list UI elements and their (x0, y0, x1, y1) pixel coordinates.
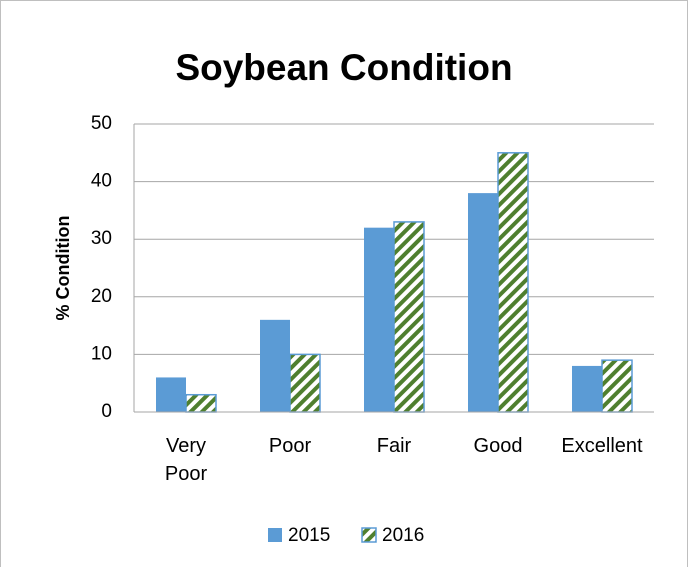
y-tick-label: 10 (91, 343, 112, 364)
bar (572, 365, 602, 412)
y-tick-label: 40 (91, 171, 112, 192)
legend-swatch (268, 528, 282, 542)
x-tick-label-box: Good (463, 432, 533, 460)
x-tick-label-box: Fair (359, 432, 429, 460)
bar (289, 353, 321, 413)
x-tick-label: Poor (268, 435, 312, 457)
bar (260, 319, 290, 412)
x-tick-label: Very Poor (164, 435, 208, 485)
bar (468, 193, 498, 412)
y-tick-label: 0 (101, 401, 112, 422)
bar (185, 393, 217, 413)
x-tick-label-box: Excellent (561, 432, 642, 460)
bar (601, 359, 633, 413)
y-axis-label: % Condition (53, 216, 73, 321)
bar (497, 152, 529, 413)
x-tick-label: Good (473, 435, 523, 457)
y-tick-label: 30 (91, 228, 112, 249)
x-tick-label-box: Poor (255, 432, 325, 460)
chart-title: Soybean Condition (175, 47, 512, 88)
legend-swatch (361, 527, 377, 543)
y-tick-label: 50 (91, 113, 112, 134)
y-tick-label: 20 (91, 286, 112, 307)
bar (393, 221, 425, 413)
x-tick-label-box: Very Poor (151, 432, 221, 488)
legend-label: 2015 (288, 525, 330, 546)
x-tick-label: Excellent (561, 435, 643, 457)
legend-label: 2016 (382, 525, 424, 546)
bar (364, 227, 394, 412)
bar (156, 377, 186, 412)
x-tick-label: Fair (376, 435, 412, 457)
